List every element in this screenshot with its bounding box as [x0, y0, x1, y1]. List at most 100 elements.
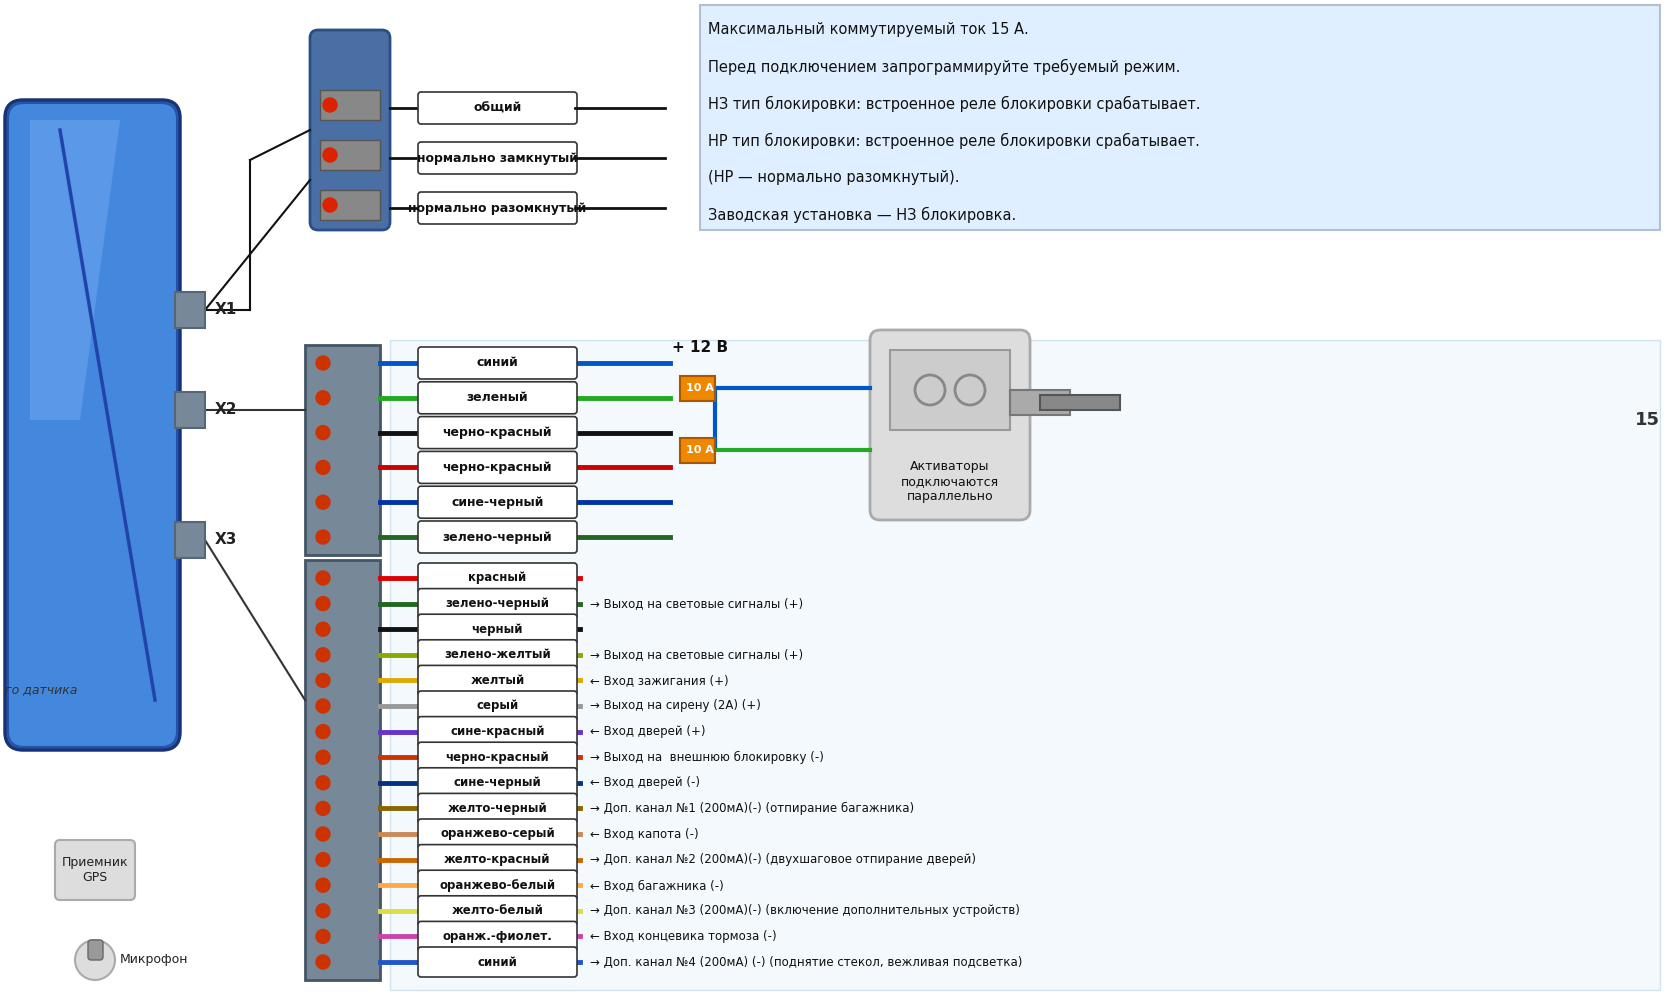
Text: оранжево-серый: оранжево-серый — [440, 828, 554, 840]
Text: → Выход на сирену (2A) (+): → Выход на сирену (2A) (+) — [590, 699, 761, 712]
FancyBboxPatch shape — [418, 691, 576, 721]
FancyBboxPatch shape — [418, 947, 576, 977]
Text: ← Вход зажигания (+): ← Вход зажигания (+) — [590, 674, 727, 687]
Bar — [680, 438, 714, 463]
FancyBboxPatch shape — [5, 100, 180, 750]
FancyBboxPatch shape — [418, 92, 576, 124]
Circle shape — [316, 750, 329, 765]
Text: серый: серый — [475, 699, 519, 712]
Text: синий: синий — [477, 956, 517, 969]
Circle shape — [316, 622, 329, 636]
Circle shape — [316, 495, 329, 509]
Bar — [304, 345, 380, 555]
FancyBboxPatch shape — [418, 142, 576, 174]
Text: 10 А: 10 А — [685, 383, 714, 393]
Circle shape — [316, 426, 329, 440]
Text: + 12 В: + 12 В — [672, 340, 727, 355]
Text: X1: X1 — [215, 303, 237, 318]
Circle shape — [316, 571, 329, 585]
FancyBboxPatch shape — [418, 768, 576, 798]
Bar — [1040, 395, 1119, 410]
Text: 10 А: 10 А — [685, 445, 714, 455]
FancyBboxPatch shape — [418, 192, 576, 224]
Text: желто-белый: желто-белый — [452, 904, 543, 917]
FancyBboxPatch shape — [418, 347, 576, 379]
Circle shape — [316, 955, 329, 969]
Text: сине-черный: сине-черный — [454, 777, 541, 790]
Circle shape — [316, 930, 329, 944]
Text: зелено-черный: зелено-черный — [442, 530, 553, 543]
Text: желтый: желтый — [470, 674, 524, 687]
Text: нормально замкнутый: нормально замкнутый — [417, 152, 578, 165]
Text: X2: X2 — [215, 402, 237, 417]
Text: ← Вход багажника (-): ← Вход багажника (-) — [590, 878, 724, 891]
Text: НЗ тип блокировки: встроенное реле блокировки срабатывает.: НЗ тип блокировки: встроенное реле блоки… — [707, 96, 1200, 112]
Circle shape — [316, 724, 329, 738]
Text: черный: черный — [472, 623, 522, 636]
Bar — [319, 90, 380, 120]
Text: Активаторы
подключаются
параллельно: Активаторы подключаются параллельно — [900, 460, 998, 503]
Polygon shape — [30, 120, 119, 420]
Circle shape — [316, 878, 329, 892]
Text: → Выход на световые сигналы (+): → Выход на световые сигналы (+) — [590, 598, 803, 610]
FancyBboxPatch shape — [418, 589, 576, 619]
Text: → Доп. канал №4 (200мА) (-) (поднятие стекол, вежливая подсветка): → Доп. канал №4 (200мА) (-) (поднятие ст… — [590, 956, 1021, 969]
Bar — [889, 350, 1010, 430]
FancyBboxPatch shape — [418, 640, 576, 670]
Text: → Доп. канал №3 (200мА)(-) (включение дополнительных устройств): → Доп. канал №3 (200мА)(-) (включение до… — [590, 904, 1020, 917]
Text: → Доп. канал №1 (200мА)(-) (отпирание багажника): → Доп. канал №1 (200мА)(-) (отпирание ба… — [590, 802, 914, 815]
Circle shape — [323, 148, 336, 162]
Text: X3: X3 — [215, 532, 237, 547]
Circle shape — [316, 390, 329, 404]
FancyBboxPatch shape — [418, 521, 576, 553]
Bar — [175, 392, 205, 428]
FancyBboxPatch shape — [418, 870, 576, 900]
Text: черно-красный: черно-красный — [442, 461, 553, 474]
Text: Перед подключением запрограммируйте требуемый режим.: Перед подключением запрограммируйте треб… — [707, 59, 1179, 75]
Text: го датчика: го датчика — [5, 683, 77, 696]
Circle shape — [316, 356, 329, 370]
FancyBboxPatch shape — [8, 103, 176, 747]
Bar — [699, 5, 1660, 230]
Bar — [319, 140, 380, 170]
Text: оранжево-белый: оранжево-белый — [438, 878, 554, 891]
Text: Микрофон: Микрофон — [119, 954, 188, 967]
Text: зеленый: зеленый — [467, 391, 528, 404]
Text: → Выход на  внешнюю блокировку (-): → Выход на внешнюю блокировку (-) — [590, 750, 823, 764]
FancyBboxPatch shape — [418, 819, 576, 849]
Text: Mаксимальный коммутируемый ток 15 А.: Mаксимальный коммутируемый ток 15 А. — [707, 22, 1028, 37]
Circle shape — [323, 198, 336, 212]
Text: (НР — нормально разомкнутый).: (НР — нормально разомкнутый). — [707, 170, 959, 185]
Text: черно-красный: черно-красный — [442, 427, 553, 439]
Text: ← Вход капота (-): ← Вход капота (-) — [590, 828, 699, 840]
Text: черно-красный: черно-красный — [445, 750, 549, 764]
Bar — [304, 560, 380, 980]
Circle shape — [316, 699, 329, 713]
FancyBboxPatch shape — [418, 615, 576, 644]
FancyBboxPatch shape — [418, 895, 576, 926]
FancyBboxPatch shape — [55, 840, 134, 900]
Text: Заводская установка — НЗ блокировка.: Заводская установка — НЗ блокировка. — [707, 207, 1016, 223]
FancyBboxPatch shape — [418, 794, 576, 823]
FancyBboxPatch shape — [87, 940, 102, 960]
FancyBboxPatch shape — [418, 416, 576, 449]
Bar — [1010, 390, 1070, 415]
Text: ← Вход дверей (-): ← Вход дверей (-) — [590, 777, 699, 790]
FancyBboxPatch shape — [418, 742, 576, 773]
Text: общий: общий — [474, 102, 521, 115]
Text: желто-красный: желто-красный — [444, 853, 551, 866]
Text: → Выход на световые сигналы (+): → Выход на световые сигналы (+) — [590, 648, 803, 661]
Circle shape — [316, 776, 329, 790]
Bar — [390, 340, 1660, 990]
Bar — [175, 292, 205, 328]
Text: нормально разомкнутый: нормально разомкнутый — [408, 201, 586, 214]
Text: сине-красный: сине-красный — [450, 725, 544, 738]
FancyBboxPatch shape — [418, 845, 576, 874]
Circle shape — [316, 461, 329, 475]
Bar — [175, 522, 205, 558]
Text: сине-черный: сине-черный — [450, 496, 543, 509]
Circle shape — [323, 98, 336, 112]
Circle shape — [316, 530, 329, 544]
Text: синий: синий — [477, 356, 517, 369]
Circle shape — [316, 903, 329, 917]
